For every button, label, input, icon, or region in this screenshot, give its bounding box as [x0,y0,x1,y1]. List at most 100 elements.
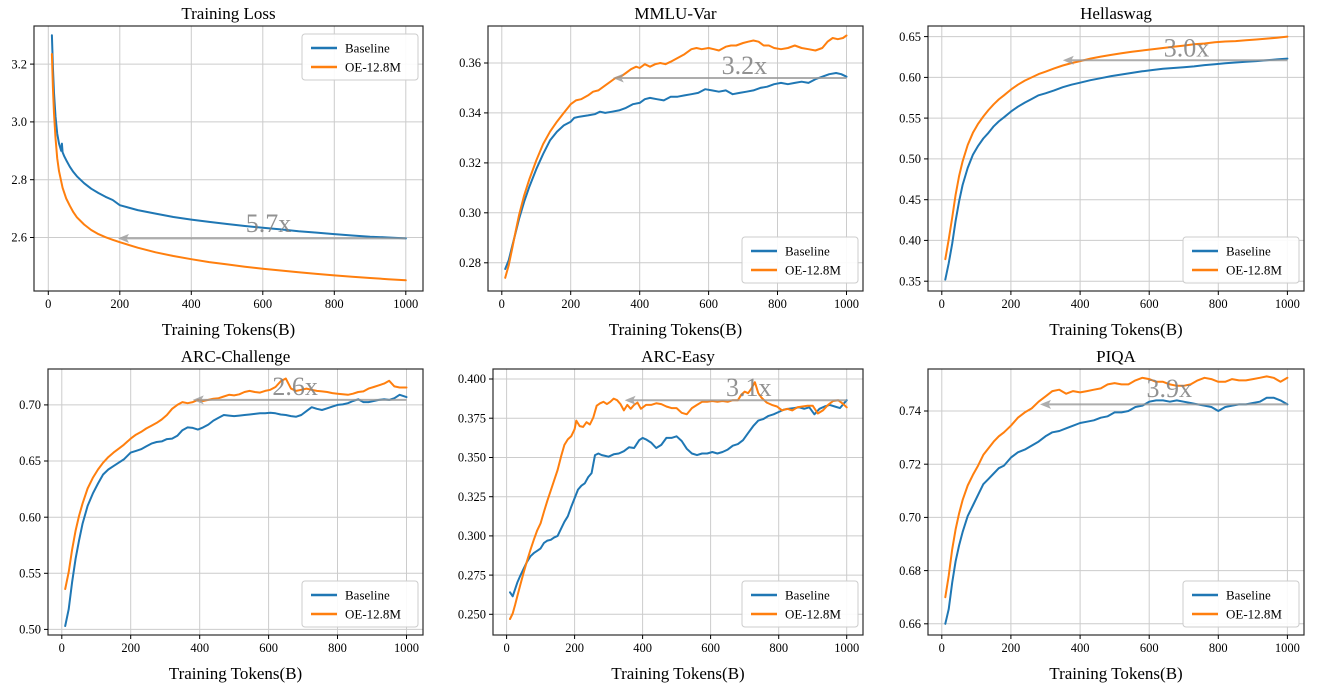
x-tick-label: 600 [1140,297,1159,311]
plot-frame [33,25,424,292]
y-tick-label: 0.300 [458,529,486,543]
legend-label: Baseline [345,41,390,56]
x-tick-label: 400 [633,641,652,655]
legend-label: Baseline [345,588,390,603]
speedup-label: 5.7x [246,209,292,238]
arrow-head-icon [1062,55,1074,65]
x-tick-label: 400 [1071,641,1090,655]
gridlines [48,369,423,635]
legend-label: Baseline [1226,244,1271,259]
y-tick-label: 0.350 [458,451,486,465]
y-tick-label: 0.55 [899,111,921,125]
chart-panel-training-loss: 0 200 400 600 800 1000 2.6 2.8 3.0 3.2 5.7x Baselin… [0,0,440,343]
x-tick-label: 400 [182,297,201,311]
chart-title: PIQA [1096,347,1136,366]
x-axis-label: Training Tokens(B) [1049,664,1183,683]
speedup-arrow [624,395,847,405]
x-tick-label: 600 [1140,641,1159,655]
speedup-label: 3.1x [726,373,772,402]
y-tick-label: 0.45 [899,193,921,207]
x-tick-label: 1000 [393,297,418,311]
y-tick-label: 0.28 [459,256,481,270]
axis-ticks: 0 200 400 600 800 1000 0.35 0.40 0.45 0.50 0.55 0.6… [899,30,1300,311]
y-tick-label: 0.68 [899,564,921,578]
legend-label: Baseline [785,244,830,259]
speedup-label: 3.9x [1146,374,1192,403]
axis-ticks: 0 200 400 600 800 1000 0.66 0.68 0.70 0.72 0.74 [899,404,1300,655]
legend-label: Baseline [1226,588,1271,603]
x-tick-label: 0 [939,297,945,311]
chart-panel-piqa: 0 200 400 600 800 1000 0.66 0.68 0.70 0.72 0.74 3.9… [880,343,1321,687]
chart-panel-arc-easy: 0 200 400 600 800 1000 0.250 0.275 0.300 0.325 0.3… [440,343,880,687]
chart-panel-mmlu-var: 0 200 400 600 800 1000 0.28 0.30 0.32 0.34 0.36 3.2… [440,0,880,343]
y-tick-label: 0.35 [899,274,921,288]
legend: Baseline OE-12.8M [1182,580,1300,628]
x-tick-label: 200 [121,641,140,655]
series-line-baseline [944,57,1289,281]
series-line-oe-12-8m [64,377,408,590]
legend: Baseline OE-12.8M [741,580,859,628]
speedup-arrow [192,395,407,405]
x-tick-label: 800 [325,297,344,311]
x-tick-label: 200 [1002,641,1021,655]
legend-label: OE-12.8M [345,607,401,622]
y-tick-label: 0.70 [899,511,921,525]
x-tick-label: 1000 [834,297,859,311]
plot-frame [487,25,864,292]
chart-title: Hellaswag [1080,4,1152,23]
axis-ticks: 0 200 400 600 800 1000 2.6 2.8 3.0 3.2 [11,57,418,311]
speedup-arrow [1040,399,1288,409]
x-tick-label: 600 [253,297,272,311]
chart-canvas-hellaswag: 0 200 400 600 800 1000 0.35 0.40 0.45 0.50 0.55 0.6… [899,25,1305,311]
legend: Baseline OE-12.8M [301,33,419,81]
chart-title: Training Loss [181,4,276,23]
legend: Baseline OE-12.8M [1182,236,1300,284]
gridlines [928,369,1304,635]
plot-frame [927,368,1305,636]
chart-panel-arc-challenge: 0 200 400 600 800 1000 0.50 0.55 0.60 0.65 0.70 2.6… [0,343,440,687]
legend-box [301,33,419,81]
x-axis-label: Training Tokens(B) [1049,320,1183,339]
x-tick-label: 0 [939,641,945,655]
y-tick-label: 0.50 [19,623,41,637]
y-tick-label: 0.72 [899,457,921,471]
y-tick-label: 2.6 [11,231,27,245]
legend-label: OE-12.8M [1226,607,1282,622]
series-line-oe-12-8m [944,375,1289,599]
y-tick-label: 0.32 [459,156,481,170]
arrow-head-icon [612,73,624,83]
chart-canvas-arc-easy: 0 200 400 600 800 1000 0.250 0.275 0.300 0.325 0.3… [458,368,864,655]
series-line-oe-12-8m [504,34,848,279]
x-tick-label: 800 [1209,297,1228,311]
chart-title: ARC-Challenge [180,347,291,366]
legend-label: Baseline [785,588,830,603]
axis-ticks: 0 200 400 600 800 1000 0.250 0.275 0.300 0.325 0.3… [458,372,859,655]
series-line-baseline [64,393,408,627]
y-tick-label: 0.34 [459,106,482,120]
arrow-head-icon [192,395,204,405]
y-tick-label: 0.60 [899,71,921,85]
legend: Baseline OE-12.8M [301,580,419,628]
speedup-label: 3.2x [722,51,768,80]
series-line-baseline [50,34,407,240]
x-tick-label: 0 [45,297,51,311]
x-tick-label: 800 [328,641,347,655]
x-axis-label: Training Tokens(B) [608,320,743,339]
y-tick-label: 2.8 [11,173,27,187]
x-tick-label: 800 [768,297,787,311]
arrow-head-icon [1040,399,1051,409]
y-tick-label: 0.65 [19,454,41,468]
axis-ticks: 0 200 400 600 800 1000 0.28 0.30 0.32 0.34 0.36 [459,56,859,311]
series-line-baseline [504,72,848,270]
chart-canvas-mmlu-var: 0 200 400 600 800 1000 0.28 0.30 0.32 0.34 0.36 3.2… [459,25,864,311]
chart-title: ARC-Easy [641,347,715,366]
y-tick-label: 3.2 [11,57,27,71]
speedup-arrow [1062,55,1288,65]
x-tick-label: 1000 [1275,297,1300,311]
x-tick-label: 0 [59,641,65,655]
x-tick-label: 200 [561,297,580,311]
y-tick-label: 0.55 [19,567,41,581]
x-tick-label: 600 [259,641,278,655]
x-tick-label: 1000 [394,641,419,655]
